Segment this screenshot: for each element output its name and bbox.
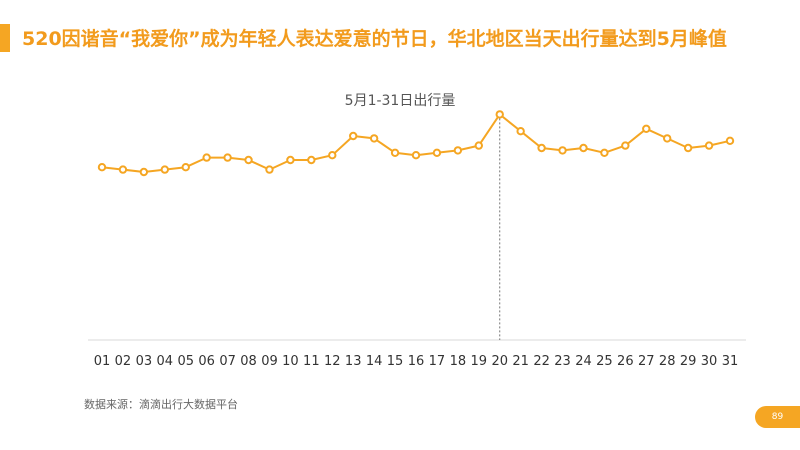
x-tick-label: 21 [512, 354, 529, 369]
data-point [390, 148, 400, 158]
x-tick-label: 29 [680, 354, 697, 369]
data-point [307, 155, 316, 165]
x-tick-label: 10 [282, 354, 299, 369]
data-point [683, 143, 693, 153]
data-point [369, 134, 379, 143]
data-point [97, 163, 107, 172]
data-point [223, 153, 232, 162]
x-tick-label: 05 [177, 354, 194, 369]
data-point [160, 165, 170, 174]
x-tick-label: 17 [429, 354, 446, 369]
page-title: 520因谐音“我爱你”成为年轻人表达爱意的节日，华北地区当天出行量达到5月峰值 [22, 28, 727, 50]
data-point [181, 163, 190, 172]
x-tick-label: 12 [324, 354, 341, 369]
x-tick-label: 28 [659, 354, 676, 369]
data-point [118, 165, 128, 174]
x-tick-label: 07 [219, 354, 236, 369]
x-tick-label: 19 [471, 354, 488, 369]
data-point [579, 143, 588, 153]
data-point [202, 153, 211, 162]
data-point [474, 141, 483, 150]
x-tick-label: 26 [617, 354, 634, 369]
data-point [411, 151, 421, 160]
data-point [516, 127, 525, 136]
x-tick-label: 31 [722, 354, 739, 369]
data-point [244, 155, 253, 165]
data-point [265, 165, 274, 174]
x-tick-label: 08 [240, 354, 257, 369]
x-tick-label: 01 [94, 354, 111, 369]
x-tick-label: 24 [575, 354, 592, 369]
data-point [621, 141, 630, 150]
data-point [704, 141, 714, 150]
x-tick-label: 25 [596, 354, 613, 369]
x-tick-label: 04 [157, 354, 174, 369]
data-point [328, 151, 337, 160]
x-tick-label: 22 [533, 354, 550, 369]
x-tick-label: 16 [408, 354, 425, 369]
x-tick-label: 13 [345, 354, 362, 369]
data-point [558, 146, 567, 155]
data-point [453, 146, 463, 155]
x-tick-label: 20 [491, 354, 508, 369]
data-point [432, 148, 442, 158]
x-tick-label: 03 [136, 354, 153, 369]
data-point [537, 143, 546, 153]
x-tick-label: 23 [554, 354, 571, 369]
data-point [642, 124, 651, 134]
x-tick-label: 15 [387, 354, 404, 369]
data-point [663, 134, 672, 143]
page-number-badge: 89 [755, 406, 800, 428]
x-tick-label: 14 [366, 354, 383, 369]
x-tick-label: 06 [198, 354, 215, 369]
data-source-note: 数据来源：滴滴出行大数据平台 [84, 398, 238, 411]
data-point [725, 136, 735, 146]
x-tick-label: 18 [450, 354, 467, 369]
data-point [349, 131, 358, 141]
series-line [101, 113, 731, 173]
x-tick-label: 09 [261, 354, 278, 369]
x-tick-label: 30 [701, 354, 718, 369]
title-accent-bar [0, 24, 10, 52]
data-point [495, 110, 504, 119]
data-point [600, 148, 609, 158]
data-point [139, 167, 149, 177]
data-point [286, 155, 295, 165]
x-tick-label: 27 [638, 354, 655, 369]
x-tick-label: 11 [303, 354, 320, 369]
x-tick-label: 02 [115, 354, 132, 369]
chart-title: 5月1-31日出行量 [344, 93, 456, 109]
